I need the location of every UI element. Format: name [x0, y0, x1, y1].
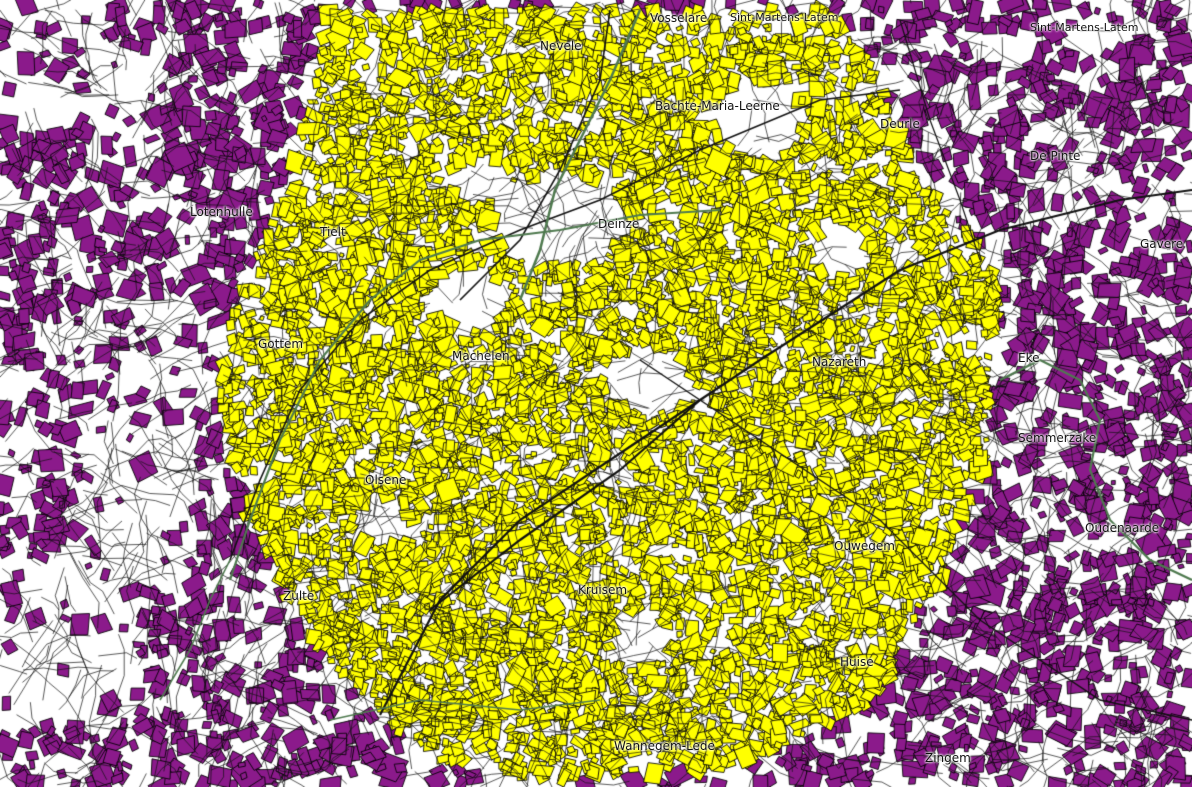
label-vosselare: Vosselare — [650, 11, 708, 25]
label-tielt: Tielt — [320, 225, 346, 239]
label-deinze: Deinze — [598, 217, 640, 231]
label-ouwegem: Ouwegem — [834, 539, 895, 553]
label-olsene: Olsene — [365, 473, 407, 487]
label-bachte-maria-leerne: Bachte-Maria-Leerne — [655, 99, 780, 113]
label-sint-martens-latem: Sint-Martens-Latem — [1030, 21, 1139, 34]
label-wannegem-lede: Wannegem-Lede — [614, 739, 715, 753]
label-sint-martens-latem-top: Sint-Martens-Latem — [730, 11, 839, 24]
label-zulte: Zulte — [283, 589, 315, 603]
label-gottem: Gottem — [258, 337, 304, 351]
label-de-pinte: De Pinte — [1030, 149, 1081, 163]
label-nazareth: Nazareth — [812, 355, 867, 369]
label-kruisem: Kruisem — [578, 583, 628, 597]
label-oudenaarde: Oudenaarde — [1085, 521, 1160, 535]
label-lotenhulle: Lotenhulle — [190, 205, 253, 219]
label-nevele: Nevele — [540, 39, 582, 53]
label-zingem: Zingem — [925, 751, 971, 765]
label-semmerzake: Semmerzake — [1018, 431, 1097, 445]
label-gavere: Gavere — [1140, 237, 1184, 251]
label-deurle: Deurle — [880, 117, 920, 131]
label-huise: Huise — [840, 655, 874, 669]
label-eke: Eke — [1018, 351, 1040, 365]
label-machelen: Machelen — [452, 349, 510, 363]
